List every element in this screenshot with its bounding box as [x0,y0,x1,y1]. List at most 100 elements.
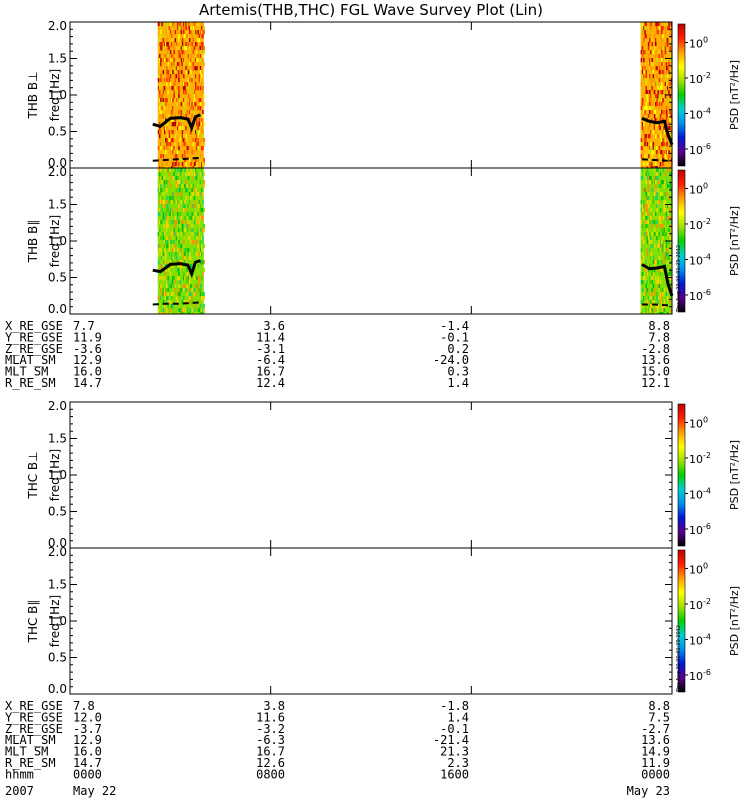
ephem-value: 12.1 [641,376,670,390]
panel-thc-bpar: 0.0 0.5 1.0 1.5 2.0 THC B∥ freq [Hz] 100 10-2 10-… [26,545,741,696]
y-tick-label: 1.5 [48,52,67,66]
y-tick-label: 1.0 [48,468,67,482]
panel-frame [69,401,673,549]
ephem-label: Z_RE_GSE [5,722,63,736]
ephem-value: 16.7 [256,745,285,759]
y-label-unit: freq [Hz] [48,69,62,121]
y-tick-label: 1.5 [48,578,67,592]
thc-ephemeris: X_RE_GSE 7.8 3.8 -1.8 8.8 Y_RE_GSE 12.0 11.6 1.4… [5,699,670,781]
ephem-value: 8.8 [648,699,670,713]
date-start-label: May 22 [73,784,116,798]
ephem-label: Z_RE_GSE [5,342,63,356]
colorbar [677,549,686,693]
ephem-value: 1.4 [447,376,469,390]
y-tick-label: 0.0 [48,536,67,550]
colorbar-tick-label: 100 [689,415,708,430]
y-tick-label: 2.0 [48,399,67,413]
ephem-label: R_RE_SM [5,376,56,390]
cyclotron-line-1 [641,263,674,297]
ephem-label: hhmm [5,767,34,781]
timestamp-stamp: Thu Aug 30 00:01:29 2012 [676,625,682,693]
ephem-value: 1.4 [447,710,469,724]
ephem-value: 8.8 [648,319,670,333]
y-tick-label: 0.5 [48,271,67,285]
cyclotron-line-0 [152,113,202,133]
spectrogram [157,22,672,168]
ephem-value: 16.0 [73,745,102,759]
ephem-label: X_RE_GSE [5,699,63,713]
y-tick-label: 2.0 [48,545,67,559]
panel-thc-bperp: 0.0 0.5 1.0 1.5 2.0 THC B⊥ freq [Hz] 100 10-2 10-… [26,399,741,550]
thb-ephemeris: X_RE_GSE 7.7 3.6 -1.4 8.8 Y_RE_GSE 11.9 11.4 -0.… [5,319,670,390]
ephem-label: MLT_SM [5,365,48,379]
panel-thb-bpar: 0.0 0.5 1.0 1.5 2.0 THB B∥ freq [Hz] 100 10-2 10-… [26,165,741,316]
ephem-label: X_RE_GSE [5,319,63,333]
date-year: 2007 [5,784,34,798]
y-tick-label: 1.0 [48,88,67,102]
y-tick-label: 0.5 [48,125,67,139]
y-tick-label: 1.0 [48,234,67,248]
y-tick-label: 2.0 [48,165,67,179]
colorbar-tick-label: 10-2 [689,451,711,466]
ephem-label: MLAT_SM [5,353,56,367]
colorbar-tick-label: 10-4 [689,486,711,501]
ephem-value: 0000 [73,767,102,781]
panel-thb-bperp: 0.0 0.5 1.0 1.5 2.0 THB B⊥ freq [Hz] 100 10-2 10-… [26,19,741,170]
colorbar [677,23,686,167]
ephem-value: 16.0 [73,365,102,379]
colorbar-tick-label: 100 [689,561,708,576]
ephem-value: 2.3 [447,756,469,770]
ephem-value: 3.6 [263,319,285,333]
y-tick-label: 0.5 [48,651,67,665]
ephem-value: -3.7 [73,722,102,736]
ephem-label: Y_RE_GSE [5,710,63,724]
y-tick-label: 0.5 [48,505,67,519]
colorbar-tick-label: 10-4 [689,106,711,121]
ephem-value: -21.4 [433,733,469,747]
ephem-value: 15.0 [641,365,670,379]
panel-frame [69,547,673,695]
y-tick-label: 1.5 [48,432,67,446]
y-tick-label: 0.0 [48,682,67,696]
ephem-value: 12.9 [73,353,102,367]
colorbar-label: PSD [nT²/Hz] [728,586,741,656]
cyclotron-line-1 [641,116,674,146]
colorbar [677,169,686,313]
colorbar-tick-label: 10-2 [689,217,711,232]
colorbar-tick-label: 100 [689,35,708,50]
ephem-value: 0000 [641,767,670,781]
colorbar-tick-label: 10-6 [689,142,711,157]
colorbar-tick-label: 10-6 [689,288,711,303]
y-label-unit: freq [Hz] [48,215,62,267]
ephem-label: MLAT_SM [5,733,56,747]
ephem-value: -6.3 [256,733,285,747]
ephem-value: 7.5 [648,710,670,724]
y-label-unit: freq [Hz] [48,449,62,501]
ephem-value: 14.7 [73,756,102,770]
ephem-value: 14.9 [641,745,670,759]
spectrogram [157,168,672,314]
ephem-value: 16.7 [256,365,285,379]
y-tick-label: 1.5 [48,198,67,212]
ephem-value: -3.1 [256,342,285,356]
y-tick-label: 0.0 [48,302,67,316]
y-tick-label: 0.0 [48,156,67,170]
ephem-value: 11.4 [256,330,285,344]
ephem-value: 11.9 [641,756,670,770]
ephem-value: 12.4 [256,376,285,390]
colorbar-tick-label: 10-2 [689,597,711,612]
colorbar-tick-label: 10-4 [689,632,711,647]
ephem-value: 11.9 [73,330,102,344]
ephem-value: -0.1 [440,330,469,344]
ephem-value: 0800 [256,767,285,781]
colorbar-label: PSD [nT²/Hz] [728,440,741,510]
colorbar-tick-label: 10-6 [689,668,711,683]
y-tick-label: 2.0 [48,19,67,33]
chart-title: Artemis(THB,THC) FGL Wave Survey Plot (L… [199,1,543,19]
colorbar [677,403,686,547]
ephem-value: 12.9 [73,733,102,747]
ephem-value: -3.6 [73,342,102,356]
ephem-value: 13.6 [641,353,670,367]
ephem-value: 14.7 [73,376,102,390]
